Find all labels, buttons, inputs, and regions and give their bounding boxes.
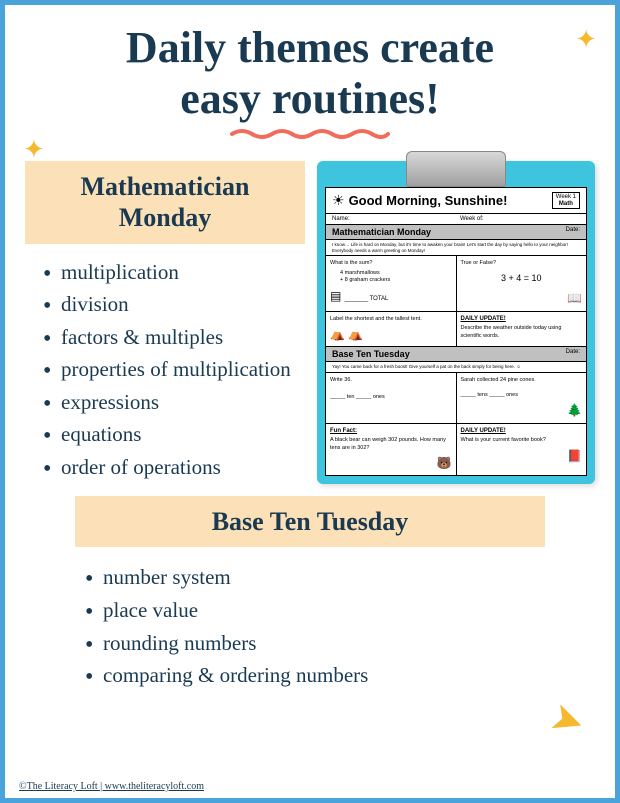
section1-title: Mathematician Monday [332, 227, 431, 237]
ws-cell: Label the shortest and the tallest tent.… [326, 312, 457, 347]
section1-intro: I know… Life is hard on Monday, but it's… [326, 240, 586, 256]
section2-date: Date: [566, 349, 580, 359]
list-item: expressions [43, 386, 305, 419]
ws-section2-head: Base Ten Tuesday Date: [326, 347, 586, 362]
ws-cell: Write 36. _____ ten _____ ones [326, 373, 457, 423]
ws-cell: DAILY UPDATE! What is your current favor… [457, 424, 587, 476]
stack-icon: ▤ _______ TOTAL [330, 289, 452, 305]
theme2-title: Base Ten Tuesday [87, 506, 533, 537]
content-row: Mathematician Monday multiplication divi… [5, 153, 615, 484]
right-column: ☀ Good Morning, Sunshine! Week 1 Math Na… [317, 161, 595, 484]
arrow-icon: ➤ [544, 692, 592, 748]
week-label: Week of: [460, 216, 580, 222]
theme2-list: number system place value rounding numbe… [25, 561, 595, 691]
ws-nameline: Name: Week of: [326, 214, 586, 225]
left-column: Mathematician Monday multiplication divi… [25, 161, 305, 484]
cell-question: What is the sum? [330, 260, 452, 267]
theme1-title: Mathematician Monday [37, 171, 293, 233]
list-item: properties of multiplication [43, 353, 305, 386]
list-item: multiplication [43, 256, 305, 289]
equation: 3 + 4 = 10 [461, 273, 583, 285]
name-label: Name: [332, 216, 452, 222]
theme2-header: Base Ten Tuesday [75, 496, 545, 547]
cell-subhead: Fun Fact: [330, 428, 452, 436]
ws-title: Good Morning, Sunshine! [349, 193, 552, 208]
bear-icon: 🐻 [330, 456, 452, 472]
ws-row: What is the sum? 4 marshmallows + 8 grah… [326, 256, 586, 311]
clipboard-clip-icon [406, 151, 506, 187]
ws-row: Fun Fact: A black bear can weigh 302 pou… [326, 424, 586, 476]
list-item: rounding numbers [85, 627, 595, 660]
page-header: Daily themes create easy routines! [5, 5, 615, 153]
list-item: factors & multiples [43, 321, 305, 354]
tree-icon: 🌲 [461, 403, 583, 419]
badge-top: Week 1 [556, 194, 576, 201]
sun-icon: ☀ [332, 192, 345, 209]
clipboard: ☀ Good Morning, Sunshine! Week 1 Math Na… [317, 161, 595, 484]
theme2-section: Base Ten Tuesday number system place val… [5, 484, 615, 691]
cell-question: Label the shortest and the tallest tent. [330, 316, 452, 323]
list-item: equations [43, 418, 305, 451]
footer-credit: ©The Literacy Loft | www.theliteracyloft… [19, 781, 204, 792]
tent-icon: ⛺ ⛺ [330, 327, 452, 343]
list-item: order of operations [43, 451, 305, 484]
section1-date: Date: [566, 227, 580, 237]
theme1-list: multiplication division factors & multip… [25, 256, 305, 484]
list-item: place value [85, 594, 595, 627]
cell-subhead: DAILY UPDATE! [461, 428, 583, 436]
ws-badge: Week 1 Math [552, 192, 580, 209]
cell-question: True or False? [461, 260, 583, 267]
list-item: comparing & ordering numbers [85, 659, 595, 692]
list-item: number system [85, 561, 595, 594]
ws-row: Label the shortest and the tallest tent.… [326, 312, 586, 348]
ws-cell: True or False? 3 + 4 = 10 📖 [457, 256, 587, 310]
theme1-header: Mathematician Monday [25, 161, 305, 243]
worksheet-preview: ☀ Good Morning, Sunshine! Week 1 Math Na… [325, 187, 587, 476]
title-line2: easy routines! [180, 74, 440, 123]
ws-cell: DAILY UPDATE! Describe the weather outsi… [457, 312, 587, 347]
cell-subhead: DAILY UPDATE! [461, 316, 583, 324]
ws-header: ☀ Good Morning, Sunshine! Week 1 Math [326, 188, 586, 214]
ws-cell: Fun Fact: A black bear can weigh 302 pou… [326, 424, 457, 476]
fill-blank: _____ tens _____ ones [461, 392, 583, 399]
list-item: division [43, 288, 305, 321]
book-icon: 📖 [461, 291, 583, 307]
ws-section1-head: Mathematician Monday Date: [326, 225, 586, 240]
cell-line: + 8 graham crackers [340, 277, 452, 284]
badge-bottom: Math [556, 201, 576, 208]
title-line1: Daily themes create [126, 23, 494, 72]
squiggle-underline-icon [230, 128, 390, 140]
section2-intro: Yay! You came back for a fresh boost! Gi… [326, 362, 586, 372]
page-title: Daily themes create easy routines! [35, 23, 585, 124]
cell-question: Sarah collected 24 pine cones. [461, 377, 583, 384]
cell-question: Write 36. [330, 377, 452, 384]
section2-title: Base Ten Tuesday [332, 349, 410, 359]
total-label: _______ TOTAL [345, 296, 389, 302]
cell-question: Describe the weather outside today using… [461, 325, 583, 339]
fill-blank: _____ ten _____ ones [330, 394, 452, 401]
book-icon: 📕 [461, 449, 583, 465]
cell-question: What is your current favorite book? [461, 437, 583, 444]
cell-question: A black bear can weigh 302 pounds. How m… [330, 437, 452, 451]
ws-cell: What is the sum? 4 marshmallows + 8 grah… [326, 256, 457, 310]
cell-line: 4 marshmallows [340, 270, 452, 277]
ws-cell: Sarah collected 24 pine cones. _____ ten… [457, 373, 587, 423]
ws-row: Write 36. _____ ten _____ ones Sarah col… [326, 373, 586, 424]
